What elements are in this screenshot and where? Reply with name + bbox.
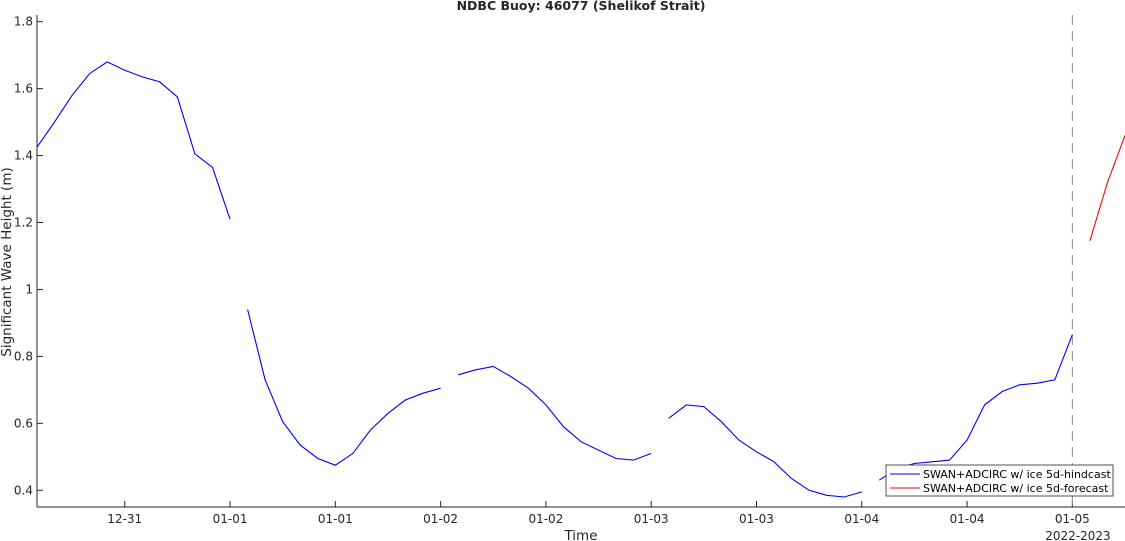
legend-box bbox=[885, 464, 1114, 497]
x-axis-label: Time bbox=[563, 528, 597, 541]
y-tick-label: 1.2 bbox=[14, 216, 33, 230]
series-line-1-segment-5 bbox=[878, 334, 1073, 481]
x-tick-label: 01-01 bbox=[318, 512, 353, 526]
series-line-1-segment-4 bbox=[668, 404, 862, 498]
y-tick-label: 1.6 bbox=[14, 82, 33, 96]
y-tick-label: 0.4 bbox=[14, 483, 33, 497]
y-axis-label: Significant Wave Height (m) bbox=[0, 167, 15, 356]
y-tick-label: 0.6 bbox=[14, 416, 33, 430]
x-tick-label: 01-02 bbox=[528, 512, 563, 526]
series-line-1-segment-2 bbox=[247, 309, 441, 466]
series-line-2-segment-1 bbox=[1089, 134, 1125, 242]
x-tick-label: 01-05 bbox=[1055, 512, 1090, 526]
x-tick-label: 01-04 bbox=[950, 512, 985, 526]
x-axis-secondary-label: 2022-2023 bbox=[1045, 529, 1110, 541]
y-tick-label: 1.8 bbox=[14, 15, 33, 29]
x-tick-label: 12-31 bbox=[107, 512, 142, 526]
x-tick-label: 01-03 bbox=[634, 512, 669, 526]
x-tick-label: 01-02 bbox=[423, 512, 458, 526]
plot-area: 0.4 0.6 0.8 1 1.2 1.4 1.6 1.8 12-31 01-01 01-01 01-… bbox=[14, 15, 1125, 526]
chart-title: NDBC Buoy: 46077 (Shelikof Strait) bbox=[457, 0, 706, 13]
y-tick-label: 0.8 bbox=[14, 349, 33, 363]
x-tick-label: 01-01 bbox=[213, 512, 248, 526]
x-tick-label: 01-04 bbox=[844, 512, 879, 526]
series-line-1-segment-1 bbox=[36, 61, 231, 220]
x-tick-label: 01-03 bbox=[739, 512, 774, 526]
legend: SWAN+ADCIRC w/ ice 5d-hindcastSWAN+ADCIR… bbox=[885, 464, 1114, 497]
legend-entry-label: SWAN+ADCIRC w/ ice 5d-hindcast bbox=[923, 468, 1111, 481]
legend-entry-label: SWAN+ADCIRC w/ ice 5d-forecast bbox=[923, 482, 1109, 495]
series-line-1-segment-3 bbox=[458, 365, 652, 461]
y-tick-label: 1.4 bbox=[14, 149, 33, 163]
y-tick-label: 1 bbox=[25, 282, 33, 296]
